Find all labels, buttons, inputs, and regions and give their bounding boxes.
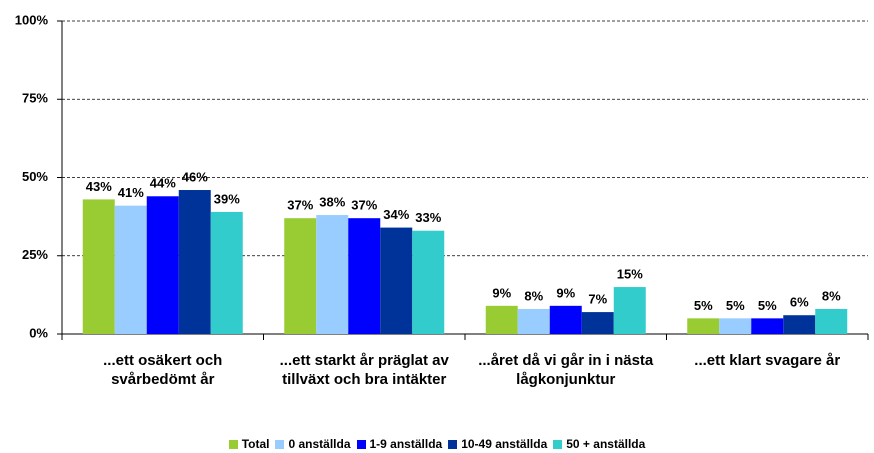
x-tick-label: ...ett starkt år präglat av tillväxt och…: [279, 352, 449, 388]
legend-swatch: [553, 440, 563, 449]
data-label: 41%: [118, 185, 144, 200]
data-label: 34%: [383, 207, 409, 222]
data-label: 39%: [214, 191, 240, 206]
legend-swatch: [228, 440, 238, 449]
bar: [815, 308, 848, 334]
bar: [719, 318, 752, 334]
legend-swatch: [275, 440, 285, 449]
data-label: 38%: [319, 194, 345, 209]
legend-label: Total: [241, 437, 270, 451]
bar: [210, 211, 243, 334]
y-tick-label: 0%: [29, 325, 48, 340]
legend-swatch: [448, 440, 458, 449]
y-tick-label: 25%: [22, 247, 48, 262]
data-label: 8%: [524, 288, 543, 303]
y-tick-label: 100%: [15, 12, 49, 27]
legend-label: 50 + anställda: [566, 437, 646, 451]
data-label: 37%: [287, 198, 313, 213]
bar: [178, 190, 211, 334]
data-label: 8%: [822, 288, 841, 303]
bar: [485, 305, 518, 334]
data-label: 33%: [415, 210, 441, 225]
bar: [316, 215, 349, 334]
data-label: 44%: [150, 176, 176, 191]
bar: [517, 308, 550, 334]
bar: [687, 318, 720, 334]
legend-label: 0 anställda: [288, 437, 351, 451]
legend-swatch: [356, 440, 366, 449]
legend-label: 1-9 anställda: [369, 437, 443, 451]
bar: [146, 196, 179, 334]
data-label: 9%: [556, 285, 575, 300]
data-label: 5%: [726, 298, 745, 313]
data-label: 15%: [617, 266, 643, 281]
legend-label: 10-49 anställda: [461, 437, 548, 451]
data-label: 43%: [86, 179, 112, 194]
legend-item: 1-9 anställda: [356, 437, 443, 451]
y-tick-label: 50%: [22, 169, 48, 184]
bar: [412, 230, 445, 334]
legend-item: 50 + anställda: [553, 437, 645, 451]
x-tick-label: ...året då vi går in i nästa lågkonjunkt…: [478, 352, 654, 388]
legend-item: 10-49 anställda: [448, 437, 547, 451]
legend: Total 0 anställda 1-9 anställda 10-49 anstä…: [0, 437, 874, 451]
bar: [82, 199, 115, 334]
data-label: 7%: [588, 292, 607, 307]
bar: [613, 287, 646, 334]
y-tick-label: 75%: [22, 91, 48, 106]
bar: [549, 305, 582, 334]
data-label: 5%: [758, 298, 777, 313]
bar: [751, 318, 784, 334]
bar: [581, 312, 614, 334]
data-label: 46%: [182, 169, 208, 184]
data-label: 9%: [492, 285, 511, 300]
x-tick-label: ...ett klart svagare år: [694, 352, 841, 369]
legend-item: 0 anställda: [275, 437, 351, 451]
bar: [348, 218, 381, 334]
bar: [783, 315, 816, 334]
legend-item: Total: [228, 437, 270, 451]
data-label: 6%: [790, 295, 809, 310]
data-label: 37%: [351, 198, 377, 213]
bar: [284, 218, 317, 334]
x-tick-label: ...ett osäkert och svårbedömt år: [103, 352, 223, 388]
data-label: 5%: [694, 298, 713, 313]
bar: [114, 205, 147, 334]
bar: [380, 227, 413, 334]
